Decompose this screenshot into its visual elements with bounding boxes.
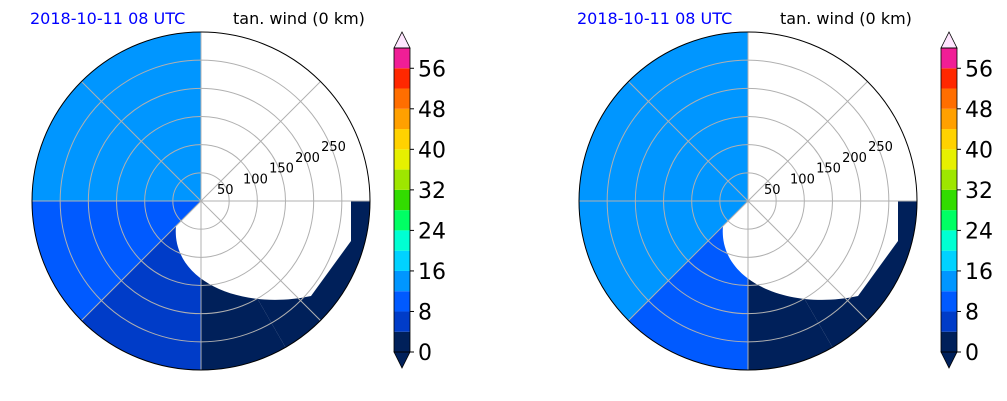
colorbar-tick-40: 40	[965, 138, 993, 163]
radial-label-200: 200	[295, 151, 320, 166]
panel-right-variable-title: tan. wind (0 km)	[780, 9, 912, 28]
radial-label-100: 100	[243, 172, 268, 187]
colorbar-bin-0	[941, 331, 957, 352]
radial-label-50: 50	[764, 183, 781, 198]
polar-panel-right: 2018-10-11 08 UTC tan. wind (0 km) 50 10…	[577, 9, 993, 371]
colorbar-tick-32: 32	[418, 179, 446, 204]
colorbar-bin-32	[394, 169, 410, 190]
panel-right-radial-labels: 50 100 150 200 250	[764, 140, 893, 198]
colorbar-bin-48	[394, 88, 410, 109]
colorbar-bin-4	[941, 311, 957, 332]
radial-label-150: 150	[269, 162, 294, 177]
colorbar-bin-44	[941, 108, 957, 130]
colorbar-tick-24: 24	[965, 219, 993, 244]
panel-left-date-title: 2018-10-11 08 UTC	[30, 9, 185, 28]
colorbar-bin-48	[941, 88, 957, 109]
calm-region-east	[175, 201, 351, 300]
colorbar-extend-max	[940, 31, 958, 49]
field-sector-2	[579, 201, 748, 321]
panel-left-colorbar-ticks: 0 8 16 24 32 40 48 56	[418, 57, 446, 366]
panel-right-colorbar-ticks: 0 8 16 24 32 40 48 56	[965, 57, 993, 366]
colorbar-bin-8	[941, 291, 957, 312]
colorbar-bin-36	[941, 149, 957, 170]
colorbar-bin-4	[394, 311, 410, 332]
field-sector-3	[628, 201, 748, 370]
colorbar-bin-12	[394, 270, 410, 292]
calm-region-north	[748, 34, 818, 201]
panel-left-polar-grid	[31, 31, 371, 371]
grid-spoke-135	[81, 81, 321, 321]
field-sector-2	[81, 201, 201, 370]
colorbar-bin-16	[394, 250, 410, 271]
calm-region-east	[722, 201, 898, 300]
colorbar-tick-0: 0	[418, 341, 432, 366]
colorbar-tick-48: 48	[418, 98, 446, 123]
colorbar-frame	[940, 47, 958, 353]
field-sector-0	[628, 32, 748, 201]
colorbar-bin-28	[394, 189, 410, 211]
radial-label-250: 250	[868, 140, 893, 155]
panel-left-colorbar	[393, 31, 414, 369]
radial-label-150: 150	[816, 162, 841, 177]
colorbar-bin-0	[394, 331, 410, 352]
colorbar-bin-28	[941, 189, 957, 211]
plot-boundary	[578, 31, 918, 371]
colorbar-extend-min	[393, 351, 411, 369]
colorbar-bin-44	[394, 108, 410, 130]
panel-right-date-title: 2018-10-11 08 UTC	[577, 9, 732, 28]
colorbar-tick-16: 16	[965, 260, 993, 285]
colorbar-tick-56: 56	[965, 57, 993, 82]
radial-label-50: 50	[217, 183, 234, 198]
panel-left-variable-title: tan. wind (0 km)	[233, 9, 365, 28]
colorbar-bin-12	[941, 270, 957, 292]
panel-left-radial-labels: 50 100 150 200 250	[217, 140, 346, 198]
colorbar-bin-16	[941, 250, 957, 271]
calm-region-north	[201, 34, 271, 201]
colorbar-frame	[393, 47, 411, 353]
colorbar-bin-56	[394, 48, 410, 69]
colorbar-tick-8: 8	[418, 300, 432, 325]
colorbar-bin-56	[941, 48, 957, 69]
polar-panel-left: 2018-10-11 08 UTC tan. wind (0 km) 50 10…	[30, 9, 446, 371]
colorbar-tick-40: 40	[418, 138, 446, 163]
colorbar-bin-20	[941, 230, 957, 251]
colorbar-tick-48: 48	[965, 98, 993, 123]
colorbar-bin-52	[941, 68, 957, 89]
field-sector-1	[32, 201, 201, 321]
plot-boundary	[31, 31, 371, 371]
radial-label-100: 100	[790, 172, 815, 187]
colorbar-bin-24	[394, 210, 410, 231]
colorbar-bin-40	[941, 129, 957, 150]
colorbar-tick-32: 32	[965, 179, 993, 204]
colorbar-tick-56: 56	[418, 57, 446, 82]
colorbar-tick-24: 24	[418, 219, 446, 244]
radial-label-200: 200	[842, 151, 867, 166]
colorbar-bin-20	[394, 230, 410, 251]
colorbar-bin-36	[394, 149, 410, 170]
colorbar-bin-40	[394, 129, 410, 150]
colorbar-bin-24	[941, 210, 957, 231]
colorbar-extend-min	[940, 351, 958, 369]
colorbar-tick-8: 8	[965, 300, 979, 325]
colorbar-bin-8	[394, 291, 410, 312]
panel-right-colorbar	[940, 31, 961, 369]
panel-right-polar-grid	[578, 31, 918, 371]
field-sector-1	[579, 81, 748, 201]
colorbar-tick-16: 16	[418, 260, 446, 285]
colorbar-bin-32	[941, 169, 957, 190]
colorbar-bin-52	[394, 68, 410, 89]
grid-spoke-135	[628, 81, 868, 321]
radial-label-250: 250	[321, 140, 346, 155]
colorbar-extend-max	[393, 31, 411, 49]
colorbar-tick-0: 0	[965, 341, 979, 366]
